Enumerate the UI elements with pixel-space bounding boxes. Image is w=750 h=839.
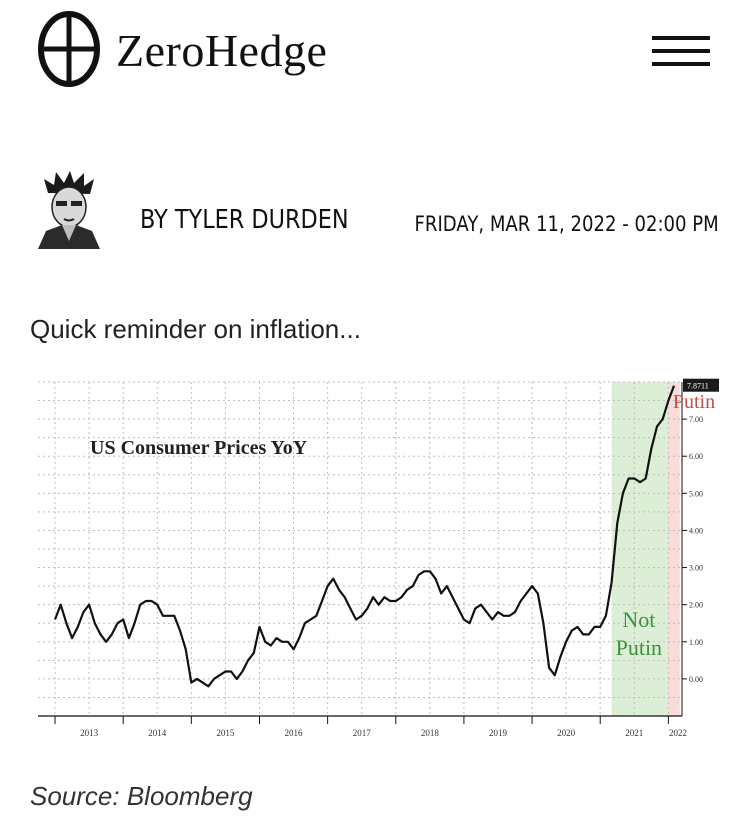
chart-title: US Consumer Prices YoY (90, 437, 308, 459)
x-tick-label: 2015 (216, 728, 235, 738)
x-tick-label: 2019 (489, 728, 508, 738)
chart-source: Source: Bloomberg (30, 781, 253, 811)
y-tick-label: 4.00 (689, 526, 703, 535)
x-tick-label: 2017 (353, 728, 372, 738)
y-tick-label: 5.00 (689, 489, 703, 498)
menu-bar (652, 62, 710, 66)
hamburger-menu-button[interactable] (652, 34, 712, 74)
byline: BY TYLER DURDEN FRIDAY, MAR 11, 2022 - 0… (0, 165, 750, 255)
y-tick-label: 6.00 (689, 452, 703, 461)
x-tick-label: 2016 (285, 728, 304, 738)
last-value-label: 7.8711 (687, 382, 709, 391)
y-tick-label: 7.00 (689, 415, 703, 424)
author-name[interactable]: BY TYLER DURDEN (140, 205, 349, 235)
x-tick-label: 2018 (421, 728, 440, 738)
y-tick-label: 1.00 (689, 638, 703, 647)
site-header: ZeroHedge (0, 0, 750, 100)
x-tick-label: 2022 (669, 728, 687, 738)
x-tick-label: 2020 (557, 728, 576, 738)
last-value-box (683, 378, 719, 392)
cpi-yoy-line (53, 385, 676, 688)
not-putin-label: Not (622, 607, 655, 632)
site-logo-text[interactable]: ZeroHedge (116, 25, 328, 76)
x-tick-label: 2021 (625, 728, 643, 738)
not-putin-label: Putin (616, 635, 662, 660)
author-avatar[interactable] (34, 169, 104, 249)
y-tick-label: 0.00 (689, 675, 703, 684)
article-intro: Quick reminder on inflation... (30, 314, 361, 344)
publish-date: FRIDAY, MAR 11, 2022 - 02:00 PM (414, 212, 719, 236)
zerohedge-logo-icon[interactable] (36, 10, 102, 88)
x-tick-label: 2014 (148, 728, 167, 738)
chart-canvas: 2013 2014 2015 2016 2017 2018 2019 2020 2021 2022… (38, 378, 719, 738)
y-tick-label: 3.00 (689, 564, 703, 573)
menu-bar (652, 49, 710, 53)
putin-label: Putin (673, 391, 715, 413)
y-tick-label: 2.00 (689, 601, 703, 610)
menu-bar (652, 36, 710, 40)
x-tick-label: 2013 (80, 728, 99, 738)
inflation-chart: 2013 2014 2015 2016 2017 2018 2019 2020 2021 2022… (30, 374, 720, 746)
